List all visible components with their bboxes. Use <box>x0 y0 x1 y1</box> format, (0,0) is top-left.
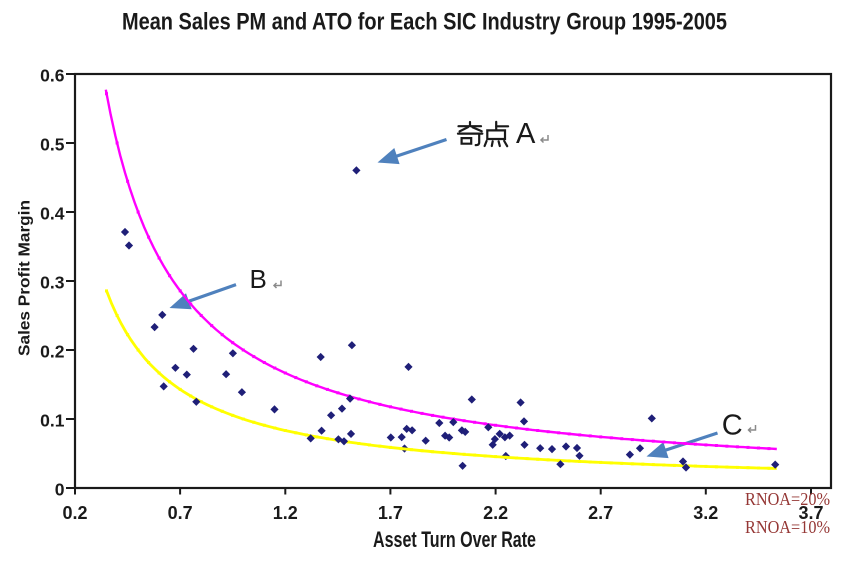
svg-text:0.2: 0.2 <box>40 342 65 362</box>
svg-text:0.2: 0.2 <box>62 503 87 523</box>
svg-text:0.1: 0.1 <box>40 411 65 431</box>
svg-text:2.7: 2.7 <box>588 503 613 523</box>
svg-text:C: C <box>722 410 743 442</box>
svg-text:1.7: 1.7 <box>378 503 403 523</box>
svg-text:RNOA=20%: RNOA=20% <box>745 489 830 509</box>
svg-text:3.2: 3.2 <box>693 503 718 523</box>
svg-text:Mean Sales PM and ATO for Each: Mean Sales PM and ATO for Each SIC Indus… <box>122 9 727 36</box>
svg-text:1.2: 1.2 <box>273 503 298 523</box>
svg-text:0.4: 0.4 <box>40 204 65 224</box>
svg-text:B: B <box>250 264 267 294</box>
svg-text:2.2: 2.2 <box>483 503 508 523</box>
svg-text:Asset Turn Over Rate: Asset Turn Over Rate <box>373 527 536 552</box>
svg-text:0.3: 0.3 <box>40 273 65 293</box>
svg-text:0.6: 0.6 <box>40 66 65 86</box>
svg-text:0.5: 0.5 <box>40 135 65 155</box>
svg-text:A: A <box>516 118 536 150</box>
svg-text:0.7: 0.7 <box>168 503 193 523</box>
svg-text:RNOA=10%: RNOA=10% <box>745 517 830 537</box>
svg-text:Sales Profit Margin: Sales Profit Margin <box>17 200 34 356</box>
svg-text:3.7: 3.7 <box>798 503 823 523</box>
svg-text:0: 0 <box>55 480 65 500</box>
